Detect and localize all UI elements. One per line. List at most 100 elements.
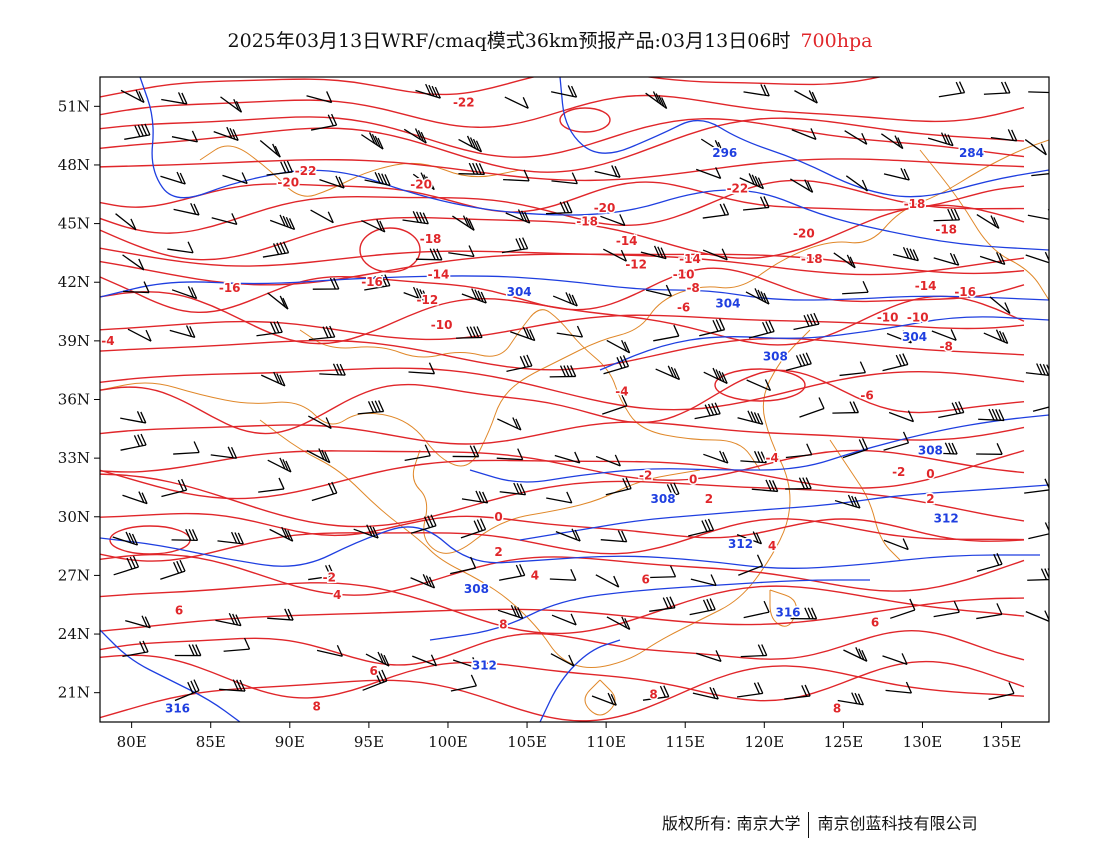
barb-feather — [518, 237, 525, 250]
barb-shaft — [653, 335, 679, 342]
boundary-line — [829, 439, 901, 561]
height-label: 296 — [712, 146, 737, 160]
barb-shaft — [160, 175, 186, 185]
barb-feather — [763, 292, 770, 305]
wind-barb — [256, 320, 283, 337]
barb-shaft — [645, 289, 672, 297]
barb-feather — [768, 320, 775, 332]
barb-feather — [765, 321, 772, 333]
barb-feather — [624, 341, 631, 354]
barb-feather — [1046, 364, 1049, 372]
barb-feather — [125, 531, 132, 544]
barb-feather — [571, 294, 578, 307]
barb-shaft — [1025, 372, 1049, 376]
height-label: 304 — [902, 330, 927, 344]
barb-shaft — [976, 563, 1003, 572]
wind-barb — [552, 292, 578, 307]
barb-feather — [753, 682, 761, 695]
barb-feather — [273, 321, 280, 333]
barb-feather — [380, 274, 388, 287]
barb-feather — [750, 411, 757, 423]
barb-shaft — [461, 498, 488, 504]
barb-shaft — [784, 695, 811, 700]
wind-barb — [361, 132, 384, 150]
wind-barb — [703, 367, 728, 385]
wind-barb — [461, 288, 487, 304]
barb-feather — [420, 172, 427, 184]
wind-barb — [361, 219, 386, 233]
wind-barb — [408, 362, 436, 375]
credits-divider — [808, 811, 810, 838]
barb-feather — [188, 644, 195, 656]
barb-feather — [377, 651, 384, 664]
temperature-label: -14 — [428, 267, 450, 281]
barb-feather — [137, 124, 144, 137]
barb-feather — [857, 693, 864, 706]
temperature-label: -8 — [686, 281, 699, 295]
wind-barb — [171, 286, 198, 300]
height-contour — [469, 414, 1049, 483]
barb-shaft — [415, 89, 441, 99]
barb-feather — [755, 532, 763, 545]
wind-barb — [740, 450, 767, 464]
barb-feather — [374, 135, 381, 148]
wind-barb — [892, 246, 919, 262]
barb-shaft — [696, 168, 721, 179]
wind-barb — [267, 292, 289, 310]
barb-feather — [721, 372, 728, 384]
wind-barb — [976, 443, 1003, 455]
barb-feather — [374, 672, 382, 684]
wind-barb — [696, 167, 722, 179]
barb-shaft — [161, 98, 187, 105]
barb-feather — [473, 326, 480, 338]
barb-feather — [425, 575, 432, 587]
barb-shaft — [122, 651, 149, 658]
wind-barb — [169, 325, 196, 339]
barb-shaft — [837, 699, 864, 706]
barb-feather — [662, 597, 669, 609]
barb-shaft — [845, 175, 868, 192]
temperature-label: 8 — [649, 688, 657, 702]
barb-feather — [325, 417, 332, 429]
wind-barb — [217, 531, 244, 545]
wind-barb — [1028, 81, 1049, 94]
barb-feather — [658, 95, 665, 107]
temperature-label: -20 — [410, 178, 432, 192]
wind-barb — [549, 365, 577, 378]
wind-barb — [415, 248, 443, 261]
barb-feather — [861, 179, 869, 192]
barb-feather — [721, 248, 728, 261]
wind-barb — [554, 451, 581, 464]
wind-barb — [600, 214, 626, 226]
wind-barb — [883, 538, 909, 551]
barb-shaft — [222, 174, 248, 185]
wind-barb — [551, 172, 578, 185]
barb-feather — [666, 596, 673, 609]
barb-shaft — [120, 417, 146, 424]
barb-feather — [811, 91, 818, 104]
wind-barb — [649, 596, 676, 612]
temperature-label: -14 — [915, 279, 937, 293]
barb-feather — [480, 291, 487, 304]
barb-feather — [944, 133, 951, 145]
temperature-label: -12 — [417, 293, 439, 307]
barb-shaft — [737, 417, 763, 425]
barb-feather — [611, 165, 618, 177]
barb-feather — [566, 365, 573, 377]
barb-shaft — [746, 379, 771, 392]
wind-barb — [269, 214, 296, 231]
wind-barb — [700, 138, 724, 154]
barb-feather — [748, 173, 755, 185]
barb-feather — [571, 528, 578, 541]
barb-feather — [428, 178, 435, 190]
barb-feather — [559, 201, 566, 214]
barb-feather — [374, 276, 381, 288]
wind-barb — [546, 491, 573, 504]
temperature-label: -6 — [677, 301, 690, 315]
wind-barb — [1024, 478, 1049, 494]
barb-shaft — [1031, 173, 1049, 177]
barb-shaft — [497, 609, 523, 619]
barb-shaft — [415, 258, 442, 261]
barb-shaft — [410, 525, 437, 534]
